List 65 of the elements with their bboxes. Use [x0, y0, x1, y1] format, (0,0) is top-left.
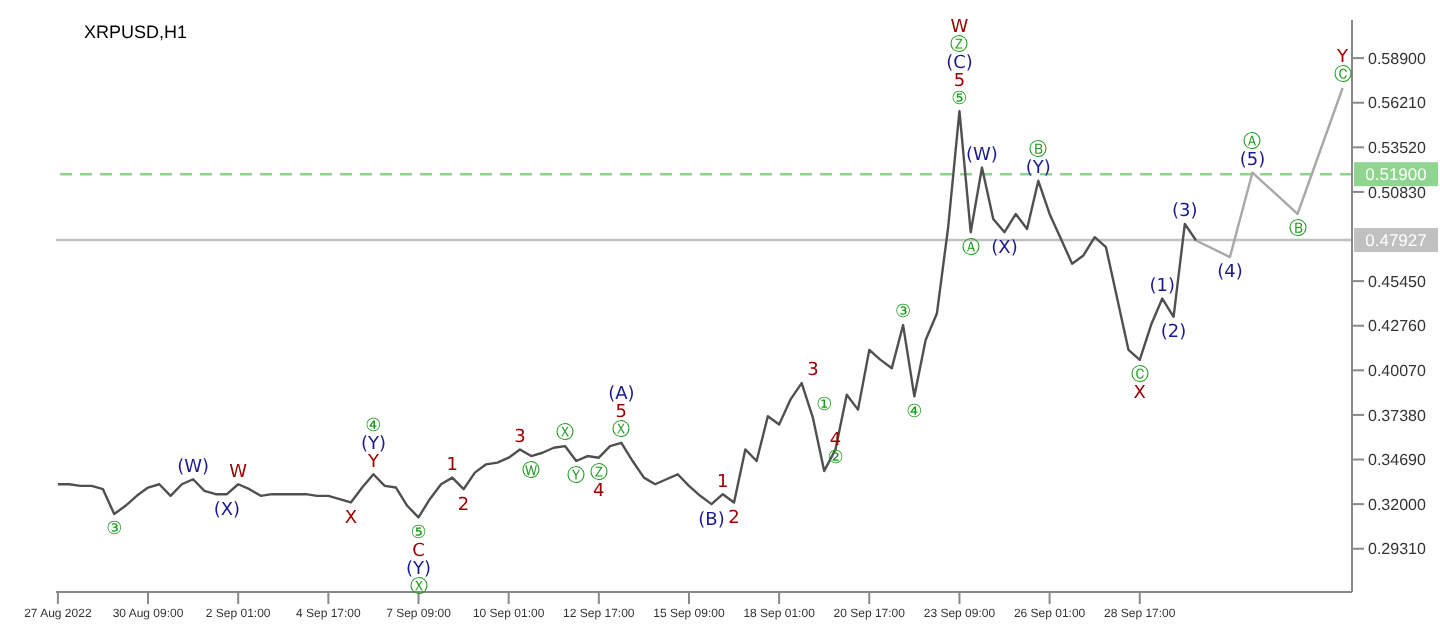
- ref-line-label: 0.47927: [1365, 230, 1428, 251]
- annotation: 4: [593, 482, 606, 503]
- annotation: (4): [1217, 263, 1243, 284]
- y-tick-label: 0.45450: [1368, 272, 1427, 291]
- annotation: (W): [966, 145, 998, 166]
- annotation: ④: [906, 402, 923, 423]
- annotation: Ⓩ: [950, 33, 969, 56]
- annotation: (C): [946, 53, 973, 74]
- annotation: (1): [1149, 276, 1176, 297]
- annotation: (X): [213, 500, 241, 521]
- y-tick-label: 0.42760: [1368, 317, 1427, 336]
- annotation: 1: [446, 456, 459, 476]
- y-tick-label: 0.34690: [1368, 451, 1427, 470]
- annotation: C: [412, 541, 425, 562]
- annotation: 3: [807, 361, 819, 382]
- y-tick-label: 0.40070: [1368, 362, 1427, 381]
- annotation: (5): [1239, 150, 1266, 171]
- annotation: Ⓦ: [522, 460, 541, 483]
- annotation: ④: [365, 416, 382, 437]
- annotation: ②: [827, 449, 844, 470]
- annotation: 5: [953, 71, 966, 92]
- annotation: Ⓨ: [567, 465, 586, 488]
- y-tick-label: 0.37380: [1368, 406, 1427, 425]
- annotation: Ⓧ: [556, 422, 575, 445]
- annotation: (Y): [1025, 159, 1051, 180]
- annotation: (2): [1160, 323, 1187, 344]
- annotation: (3): [1172, 202, 1198, 223]
- y-tick-label: 0.50830: [1368, 183, 1427, 202]
- annotation: 2: [728, 508, 740, 529]
- annotation: (Y): [405, 559, 432, 580]
- annotation: W: [950, 17, 969, 38]
- ref-line-label: 0.51900: [1365, 164, 1428, 185]
- annotation: (X): [991, 238, 1018, 259]
- annotation: (W): [177, 457, 210, 478]
- annotation: (B): [698, 510, 725, 531]
- annotation: Ⓩ: [589, 462, 608, 485]
- annotation: Ⓑ: [1029, 139, 1048, 162]
- annotation: Ⓐ: [1243, 130, 1262, 153]
- annotation: ⑤: [951, 89, 968, 110]
- annotation: ③: [895, 303, 912, 324]
- annotation: Y: [365, 452, 380, 473]
- annotation: (A): [608, 385, 635, 406]
- annotation: ③: [106, 520, 123, 541]
- annotation: X: [1133, 384, 1146, 405]
- y-tick-label: 0.56210: [1368, 94, 1427, 113]
- annotation: 3: [514, 427, 526, 448]
- annotation: Ⓐ: [961, 236, 980, 259]
- y-tick-label: 0.29310: [1368, 540, 1427, 559]
- annotation: Ⓧ: [409, 575, 428, 598]
- annotation: Ⓧ: [612, 419, 631, 442]
- annotation: Ⓒ: [1130, 364, 1149, 387]
- annotation: W: [229, 462, 248, 483]
- annotation: ①: [816, 396, 833, 417]
- annotation: Ⓑ: [1288, 218, 1307, 241]
- annotation: (Y): [360, 434, 386, 455]
- annotation: X: [344, 508, 358, 529]
- line-series: [1194, 86, 1344, 259]
- annotation: Ⓒ: [1333, 64, 1352, 87]
- annotation: 1: [717, 472, 729, 493]
- chart-title: XRPUSD,H1: [84, 22, 188, 42]
- y-tick-label: 0.58900: [1368, 49, 1427, 68]
- annotation: 2: [457, 495, 470, 516]
- annotation: ⑤: [410, 523, 427, 544]
- y-tick-label: 0.53520: [1368, 139, 1427, 158]
- y-tick-label: 0.32000: [1368, 495, 1427, 514]
